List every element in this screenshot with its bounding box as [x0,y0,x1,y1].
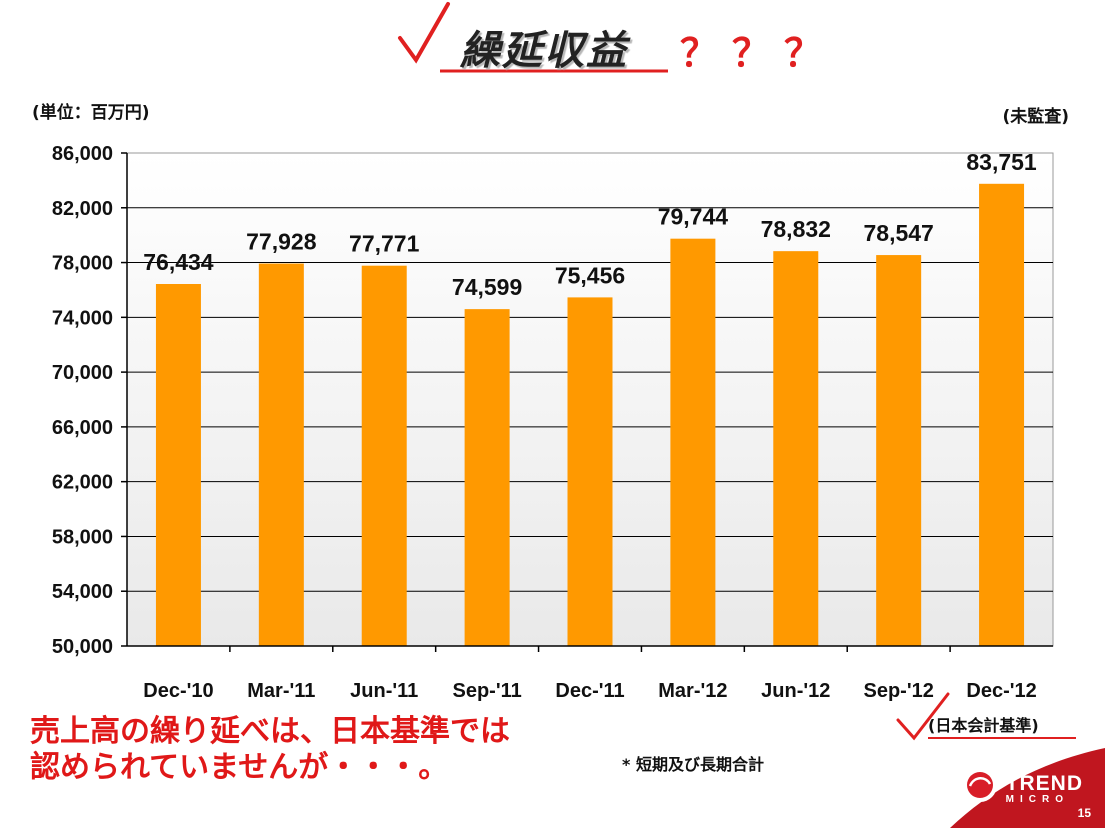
bar [567,297,613,646]
x-tick-label: Jun-'11 [350,680,418,702]
data-label: 77,771 [349,231,420,257]
x-tick-label: Dec-'12 [966,680,1036,702]
y-tick-label: 86,000 [52,143,113,165]
footnote: * 短期及び長期合計 [622,755,764,774]
y-axis-ticks: 50,000 54,000 58,000 62,000 66,000 70,000 74,0… [52,143,127,658]
page-number: 15 [1077,806,1091,820]
standard-check-mark-icon [896,692,950,741]
y-tick-label: 66,000 [52,417,113,439]
title-question-marks: ？？？ [680,31,837,75]
brand-subname: MICRO [1005,794,1069,805]
slide-title: 繰延収益 [460,28,628,74]
data-label: 83,751 [966,149,1037,175]
x-tick-label: Mar-'12 [658,680,727,702]
bar [876,255,922,646]
bar [155,284,201,646]
brand-name: TREND [1005,772,1083,795]
y-tick-label: 74,000 [52,307,113,329]
x-tick-label: Jun-'12 [761,680,830,702]
unit-label: (単位：百万円) [32,103,150,123]
data-label: 75,456 [555,262,625,288]
bars [155,183,1025,647]
bar [361,265,407,646]
bar [773,251,819,646]
bar [979,183,1025,646]
x-tick-label: Sep-'11 [452,680,521,702]
note-line-2: 認められていませんが・・・。 [30,750,449,785]
x-tick-label: Sep-'12 [863,680,933,702]
x-tick-label: Dec-'10 [143,680,213,702]
y-tick-label: 54,000 [52,581,113,603]
unaudited-label: (未監査) [1002,107,1069,127]
x-tick-label: Dec-'11 [555,680,624,702]
bar [670,238,716,647]
y-tick-label: 50,000 [52,636,113,658]
bar [464,309,510,646]
data-label: 76,434 [143,249,214,275]
x-tick-label: Mar-'11 [247,680,315,702]
data-label: 77,928 [246,229,317,255]
trend-micro-logo-icon [963,768,997,802]
brand-panel [950,748,1105,828]
y-tick-label: 70,000 [52,362,113,384]
bar [258,263,304,646]
red-note: 売上高の繰り延べは、日本基準では 認められていませんが・・・。 [30,714,510,786]
y-tick-label: 78,000 [52,253,113,275]
data-label: 79,744 [658,204,729,230]
check-mark-icon [398,2,450,64]
y-tick-label: 58,000 [52,526,113,548]
data-labels: 76,434 77,928 77,771 74,599 75,456 79,744 78,8… [143,149,1037,300]
y-tick-label: 62,000 [52,472,113,494]
data-label: 78,832 [761,216,831,242]
note-line-1: 売上高の繰り延べは、日本基準では [30,714,510,749]
data-label: 78,547 [863,220,933,246]
x-axis-ticks: Dec-'10 Mar-'11 Jun-'11 Sep-'11 Dec-'11 Mar-'… [143,646,1037,702]
accounting-standard-label: (日本会計基準) [928,716,1039,735]
y-tick-label: 82,000 [52,198,113,220]
data-label: 74,599 [452,274,522,300]
